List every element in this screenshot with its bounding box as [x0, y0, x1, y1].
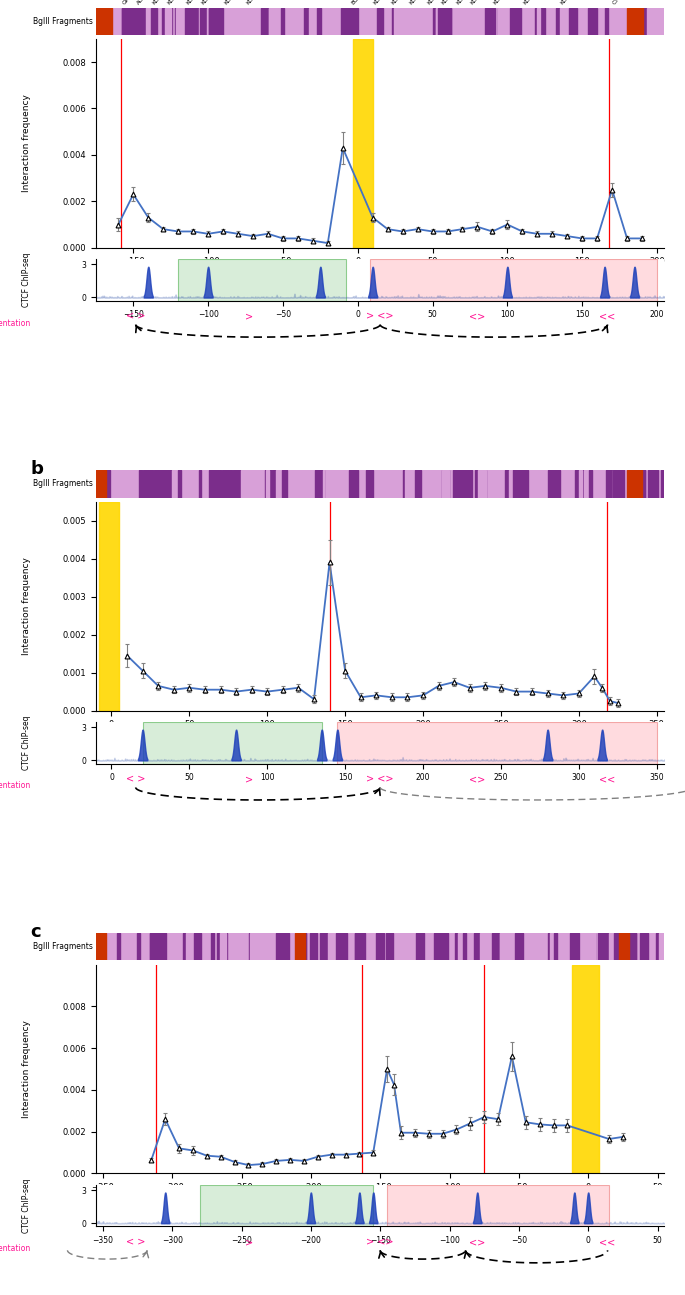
Text: > <>: > <> [366, 1237, 394, 1247]
Bar [99, 501, 119, 711]
X-axis label: Distance from bait (kb): Distance from bait (kb) [323, 1198, 437, 1208]
Bar [200, 1185, 373, 1226]
Text: CTCF motif orientation: CTCF motif orientation [0, 1244, 31, 1254]
Text: <<: << [599, 311, 616, 321]
Text: >: > [245, 1237, 253, 1247]
Bar [142, 721, 322, 764]
Bar [387, 1185, 609, 1226]
Text: > <>: > <> [366, 311, 394, 321]
Y-axis label: CTCF ChIP-seq: CTCF ChIP-seq [21, 716, 31, 771]
Text: > <>: > <> [366, 774, 394, 785]
Bar [571, 965, 599, 1173]
Text: < >: < > [126, 311, 145, 321]
Text: CTCF motif orientation: CTCF motif orientation [0, 319, 31, 328]
Text: < >: < > [126, 774, 145, 785]
Y-axis label: Interaction frequency: Interaction frequency [21, 95, 31, 192]
Y-axis label: Interaction frequency: Interaction frequency [21, 557, 31, 655]
Text: <<: << [599, 1237, 616, 1247]
Text: b: b [31, 460, 43, 478]
Text: <>: <> [469, 311, 485, 321]
Bar [178, 259, 346, 300]
Bar [353, 39, 373, 247]
Text: >: > [245, 774, 253, 785]
Text: >: > [245, 311, 253, 321]
Y-axis label: CTCF ChIP-seq: CTCF ChIP-seq [21, 253, 31, 307]
Bar [337, 721, 657, 764]
Text: c: c [31, 923, 41, 940]
Y-axis label: Interaction frequency: Interaction frequency [21, 1020, 31, 1118]
Text: CTCF motif orientation: CTCF motif orientation [0, 781, 31, 790]
Text: < >: < > [126, 1237, 145, 1247]
Y-axis label: CTCF ChIP-seq: CTCF ChIP-seq [21, 1178, 31, 1233]
X-axis label: Distance from bait (kb): Distance from bait (kb) [323, 272, 437, 282]
X-axis label: Distance from bait (kb): Distance from bait (kb) [323, 734, 437, 745]
Text: <>: <> [469, 1237, 485, 1247]
Text: <>: <> [469, 774, 485, 785]
Bar [370, 259, 657, 300]
Text: <<: << [599, 774, 616, 785]
